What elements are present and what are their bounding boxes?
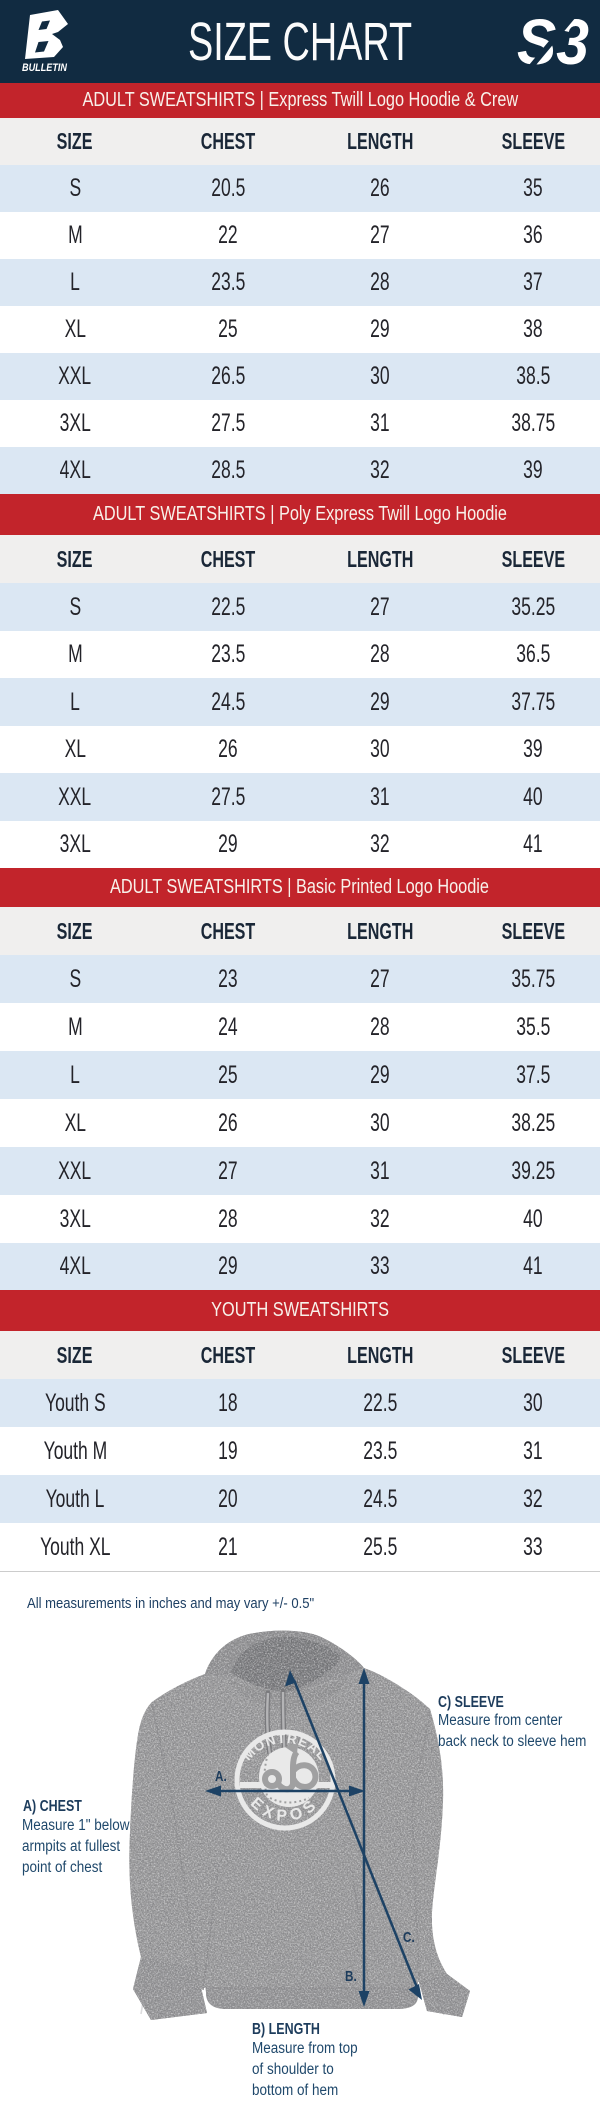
- svg-text:BULLETIN: BULLETIN: [22, 62, 68, 74]
